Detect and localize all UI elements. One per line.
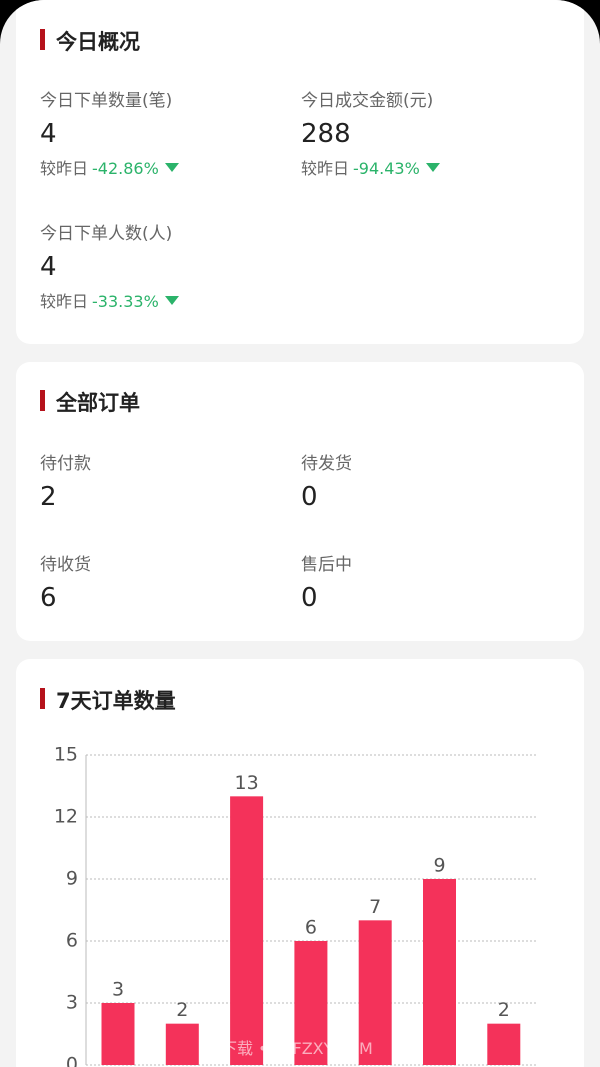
data-label: 7 [369,896,381,918]
y-tick-label: 3 [66,992,78,1014]
bar [101,1003,135,1065]
order-item: 售后中 0 [301,550,352,613]
stat-compare: 较昨日 -42.86% [40,155,179,179]
data-label: 9 [433,855,445,877]
stat-label: 今日成交金额(元) [301,91,434,111]
section-title: 今日概况 [40,26,140,56]
bar [423,879,456,1065]
change-value: -33.33% [92,292,159,311]
order-item: 待付款 2 [40,449,91,512]
data-label: 3 [112,979,124,1001]
y-tick-label: 9 [66,868,78,890]
stat-compare: 较昨日 -94.43% [301,155,440,179]
data-label: 2 [498,999,510,1021]
stat-value: 4 [40,252,57,282]
bar [230,796,264,1065]
stat-item: 今日下单数量(笔) 4 较昨日 -42.86% [40,86,179,179]
stat-label: 今日下单数量(笔) [40,91,173,111]
stat-value: 4 [40,119,57,149]
bar [487,1023,521,1065]
order-item: 待发货 0 [301,449,352,512]
stat-compare: 较昨日 -33.33% [40,288,179,312]
order-label: 待收货 [40,555,91,575]
data-label: 6 [305,917,317,939]
stat-item: 今日下单人数(人) 4 较昨日 -33.33% [40,219,179,312]
chart: 0 3 6 9 12 15 3 2 13 6 7 9 2 [54,744,536,1067]
stat-item: 今日成交金额(元) 288 较昨日 -94.43% [301,86,440,179]
down-arrow [164,163,179,172]
y-tick-label: 0 [66,1054,78,1067]
bar [358,920,392,1065]
stat-label: 今日下单人数(人) [40,224,173,244]
bar [294,941,328,1065]
order-value: 6 [40,583,57,613]
order-value: 0 [301,583,318,613]
chart-title: 7天订单数量 [40,685,176,715]
compare-label: 较昨日 [301,159,350,178]
watermark: 飞下载 • BYFZXY.COM [205,1039,373,1058]
bar [165,1023,199,1065]
compare-label: 较昨日 [40,292,89,311]
data-label: 13 [235,772,259,794]
order-item: 待收货 6 [40,550,91,613]
orders-card [16,362,584,641]
y-tick-label: 15 [54,744,78,766]
change-value: -42.86% [92,159,159,178]
down-arrow [425,163,440,172]
order-label: 待付款 [40,454,91,474]
stat-value: 288 [301,119,351,149]
overview-card [16,0,584,344]
order-label: 售后中 [301,555,352,575]
order-value: 0 [301,482,318,512]
y-tick-label: 12 [54,806,78,828]
section-title: 全部订单 [40,387,140,417]
data-label: 2 [176,999,188,1021]
y-tick-label: 6 [66,930,78,952]
order-value: 2 [40,482,57,512]
order-label: 待发货 [301,454,352,474]
down-arrow [164,296,179,305]
change-value: -94.43% [353,159,420,178]
compare-label: 较昨日 [40,159,89,178]
